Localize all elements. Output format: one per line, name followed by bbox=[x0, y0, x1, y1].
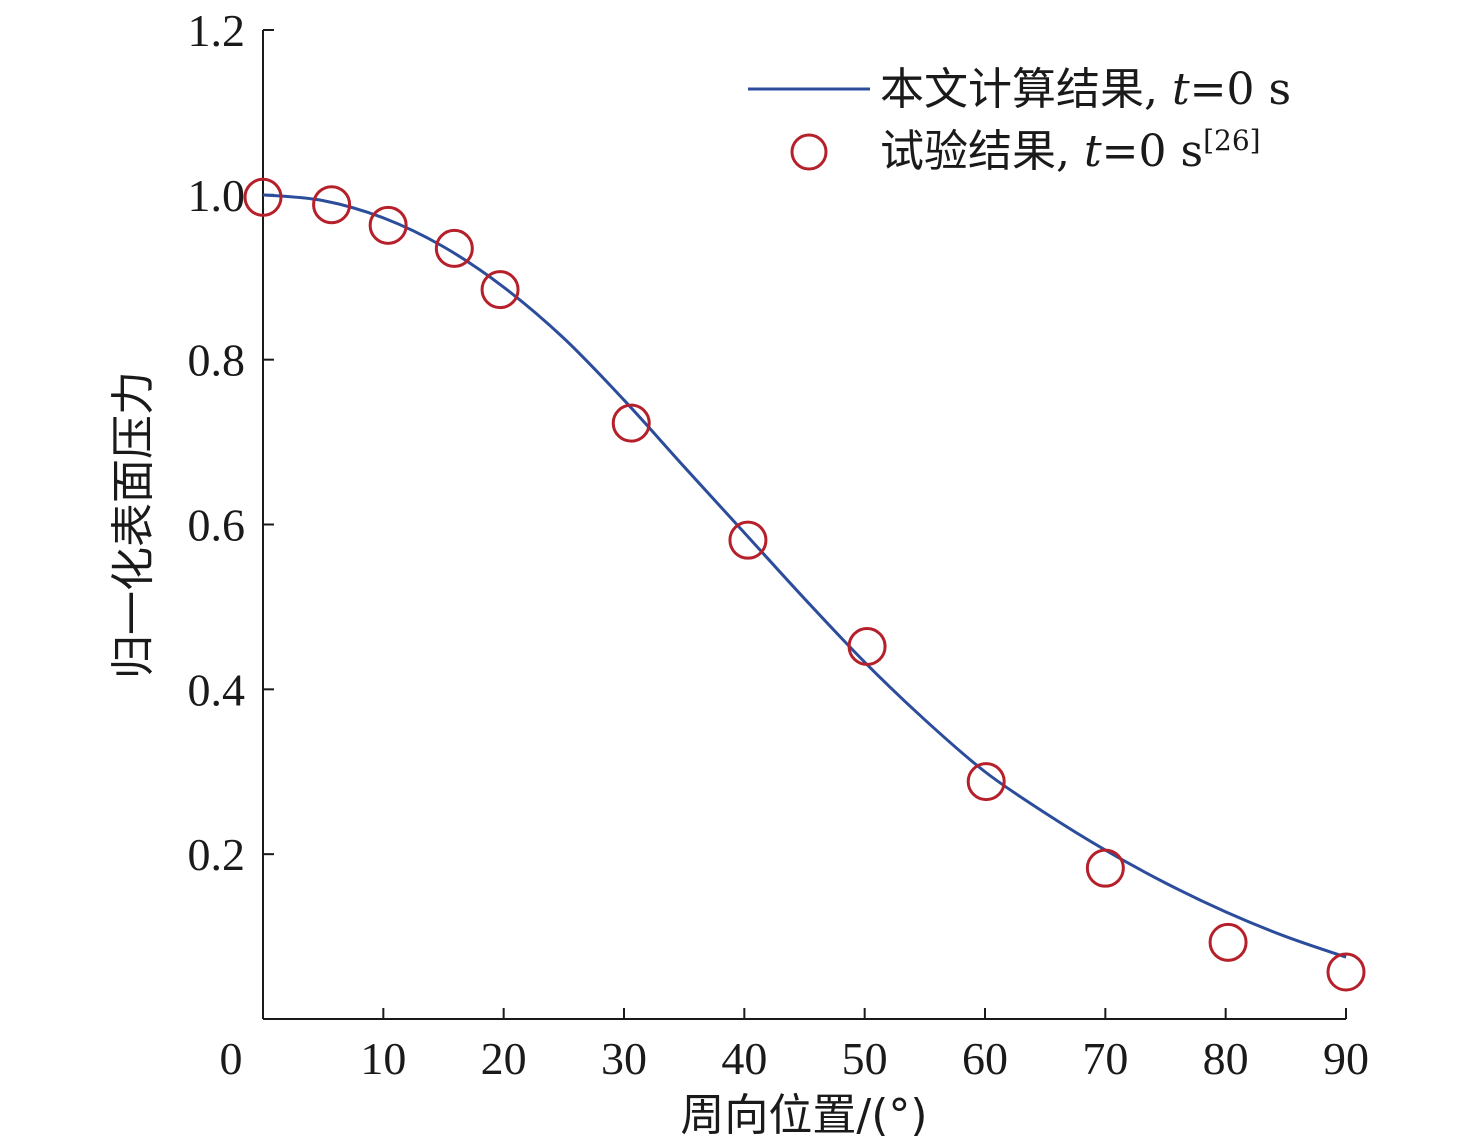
y-tick-label: 0.4 bbox=[188, 664, 246, 715]
legend-marker-swatch bbox=[790, 133, 828, 171]
x-tick-label: 50 bbox=[842, 1033, 888, 1084]
data-point-experimental bbox=[312, 185, 352, 225]
y-axis-title: 归一化表面压力 bbox=[108, 371, 159, 679]
y-tick-label: 0.2 bbox=[188, 829, 246, 880]
x-tick-label: 90 bbox=[1323, 1033, 1369, 1084]
y-tick-label: 0.6 bbox=[188, 500, 246, 551]
legend-entry-experimental: 试验结果, t=0 s[26] bbox=[880, 124, 1261, 177]
x-tick-label: 40 bbox=[721, 1033, 767, 1084]
y-tick-label: 1.0 bbox=[188, 170, 246, 221]
legend: 本文计算结果, t=0 s 试验结果, t=0 s[26] bbox=[748, 64, 1291, 177]
y-ticks: 0.2 0.4 0.6 0.8 1.0 1.2 bbox=[188, 5, 274, 880]
y-tick-label: 0.8 bbox=[188, 335, 246, 386]
x-tick-label: 60 bbox=[962, 1033, 1008, 1084]
axes bbox=[262, 30, 1346, 1020]
data-point-experimental bbox=[1208, 922, 1248, 962]
x-tick-label: 0 bbox=[220, 1033, 243, 1084]
legend-entry-computed: 本文计算结果, t=0 s bbox=[880, 64, 1291, 115]
data-point-experimental bbox=[368, 205, 408, 245]
data-point-experimental bbox=[611, 403, 651, 443]
x-ticks: 0 10 20 30 40 50 60 70 80 90 bbox=[220, 1008, 1369, 1084]
data-point-experimental bbox=[1085, 848, 1125, 888]
data-point-experimental bbox=[966, 762, 1006, 802]
data-point-experimental bbox=[728, 520, 768, 560]
x-tick-label: 80 bbox=[1203, 1033, 1249, 1084]
data-point-experimental bbox=[847, 626, 887, 666]
plot-series bbox=[243, 177, 1366, 992]
series-line-computed bbox=[262, 193, 1347, 959]
data-point-experimental bbox=[243, 177, 283, 217]
x-tick-label: 10 bbox=[360, 1033, 406, 1084]
x-tick-label: 30 bbox=[601, 1033, 647, 1084]
y-tick-label: 1.2 bbox=[188, 5, 246, 56]
x-axis-title: 周向位置/(°) bbox=[680, 1090, 927, 1141]
data-point-experimental bbox=[1326, 952, 1366, 992]
x-tick-label: 70 bbox=[1082, 1033, 1128, 1084]
x-tick-label: 20 bbox=[481, 1033, 527, 1084]
data-point-experimental bbox=[480, 270, 520, 310]
data-point-experimental bbox=[434, 228, 474, 268]
